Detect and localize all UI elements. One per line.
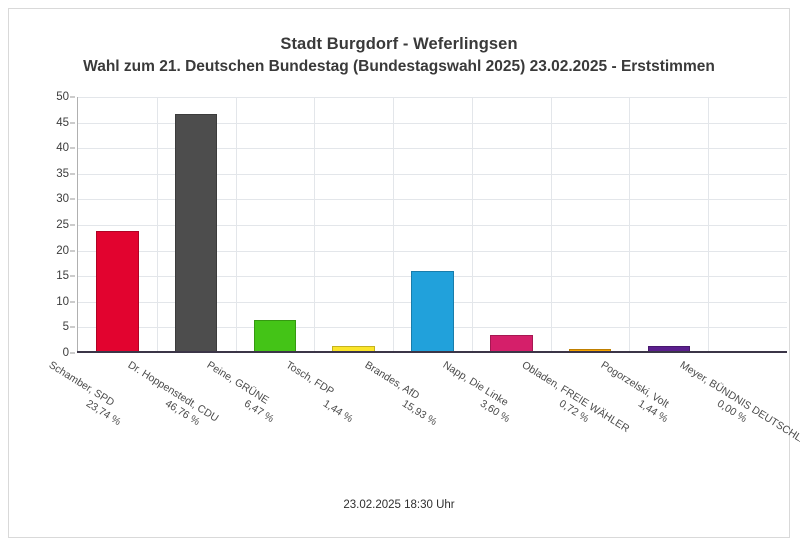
gridline bbox=[78, 97, 787, 98]
page-title: Stadt Burgdorf - Weferlingsen bbox=[280, 35, 518, 53]
bar-slot bbox=[551, 97, 630, 353]
y-axis-tick-mark bbox=[70, 122, 75, 124]
bar-slot bbox=[236, 97, 315, 353]
y-axis-tick-mark bbox=[70, 173, 75, 175]
bar-slot bbox=[708, 97, 787, 353]
bar[interactable] bbox=[332, 345, 375, 353]
bar-slot bbox=[472, 97, 551, 353]
category-gridline bbox=[235, 97, 237, 353]
y-axis-tick-mark bbox=[70, 198, 75, 200]
y-axis-tick-mark bbox=[70, 301, 75, 303]
x-axis-labels: Schamber, SPD 23,74 % Dr. Hoppenstedt, CDU… bbox=[47, 359, 800, 479]
category-gridline bbox=[471, 97, 473, 353]
y-axis-tick-label: 45 bbox=[56, 116, 69, 129]
gridline bbox=[78, 122, 787, 124]
y-axis-tick-mark bbox=[70, 352, 75, 354]
y-axis-tick-label: 20 bbox=[56, 244, 69, 257]
y-axis-tick-label: 15 bbox=[56, 270, 69, 283]
chart-subtitle: Wahl zum 21. Deutschen Bundestag (Bundes… bbox=[83, 58, 715, 75]
y-axis-tick-label: 5 bbox=[62, 321, 69, 334]
title-block: Stadt Burgdorf - Weferlingsen Wahl zum 2… bbox=[9, 33, 789, 79]
chart-card: Stadt Burgdorf - Weferlingsen Wahl zum 2… bbox=[8, 8, 800, 538]
y-axis: 50 45 40 35 30 25 20 15 10 5 0 bbox=[29, 91, 75, 359]
category-gridline bbox=[393, 97, 395, 353]
bar-slot bbox=[78, 97, 157, 353]
y-axis-tick-label: 30 bbox=[56, 193, 69, 206]
y-axis-tick-mark bbox=[70, 326, 75, 328]
bar-slot bbox=[393, 97, 472, 353]
y-axis-tick-label: 35 bbox=[56, 167, 69, 180]
category-gridline bbox=[550, 97, 552, 353]
bar[interactable] bbox=[411, 271, 454, 353]
bar-slot bbox=[314, 97, 393, 353]
plot-area bbox=[77, 97, 787, 353]
bar[interactable] bbox=[96, 231, 139, 353]
bar-slot bbox=[629, 97, 708, 353]
gridline bbox=[78, 199, 787, 201]
y-axis-tick-label: 25 bbox=[56, 219, 69, 231]
y-axis-tick-label: 40 bbox=[56, 142, 69, 155]
category-gridline bbox=[629, 97, 631, 353]
gridline bbox=[78, 148, 787, 150]
footer-timestamp: 23.02.2025 18:30 Uhr bbox=[343, 499, 455, 511]
category-gridline bbox=[708, 97, 710, 353]
gridline bbox=[78, 250, 787, 252]
category-gridline bbox=[314, 97, 316, 353]
bar[interactable] bbox=[647, 345, 691, 353]
x-axis-baseline bbox=[77, 351, 787, 353]
bar[interactable] bbox=[490, 334, 533, 353]
y-axis-tick-label: 10 bbox=[56, 295, 69, 308]
gridline bbox=[78, 173, 787, 175]
bar-series bbox=[78, 97, 787, 353]
y-axis-tick-mark bbox=[70, 147, 75, 149]
bar[interactable] bbox=[174, 113, 218, 353]
bar[interactable] bbox=[253, 319, 297, 353]
y-axis-tick-mark bbox=[70, 96, 75, 98]
y-axis-tick-mark bbox=[70, 224, 75, 226]
gridline bbox=[78, 225, 787, 226]
y-axis-tick-mark bbox=[70, 275, 75, 277]
y-axis-tick-mark bbox=[70, 250, 75, 252]
y-axis-tick-label: 50 bbox=[56, 91, 69, 103]
y-axis-tick-label: 0 bbox=[62, 347, 69, 359]
plot-wrapper: 50 45 40 35 30 25 20 15 10 5 0 bbox=[29, 91, 789, 367]
bar-slot bbox=[157, 97, 236, 353]
category-gridline bbox=[156, 97, 158, 353]
